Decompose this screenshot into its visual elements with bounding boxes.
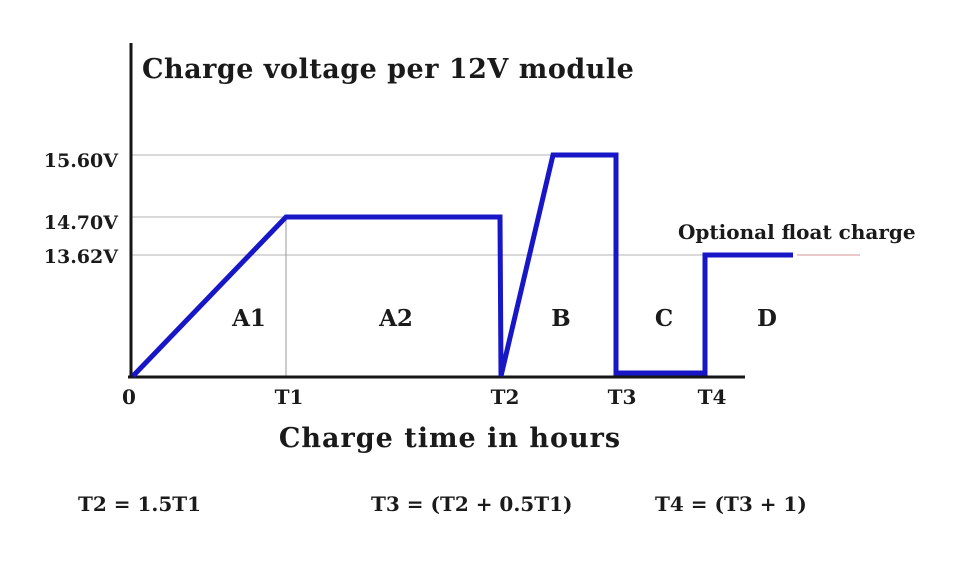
y-tick-14-70v: 14.70V [43, 212, 118, 234]
region-label-b: B [551, 305, 571, 332]
float-charge-annotation: Optional float charge [678, 220, 916, 244]
y-tick-13-62v: 13.62V [43, 246, 118, 268]
x-tick-t1: T1 [274, 385, 304, 409]
y-tick-15-60v: 15.60V [43, 150, 118, 172]
formula-t2: T2 = 1.5T1 [78, 492, 202, 516]
region-label-c: C [654, 305, 674, 332]
formula-t4: T4 = (T3 + 1) [655, 492, 807, 516]
chart-title: Charge voltage per 12V module [142, 54, 635, 85]
region-label-a1: A1 [232, 305, 266, 332]
region-label-d: D [757, 305, 777, 332]
x-tick-t4: T4 [697, 385, 727, 409]
x-tick-0: 0 [122, 385, 136, 409]
region-label-a2: A2 [379, 305, 413, 332]
x-axis-title: Charge time in hours [278, 423, 622, 454]
x-tick-t3: T3 [607, 385, 637, 409]
charge-voltage-line [131, 152, 793, 378]
formula-t3: T3 = (T2 + 0.5T1) [371, 492, 573, 516]
x-tick-t2: T2 [490, 385, 520, 409]
